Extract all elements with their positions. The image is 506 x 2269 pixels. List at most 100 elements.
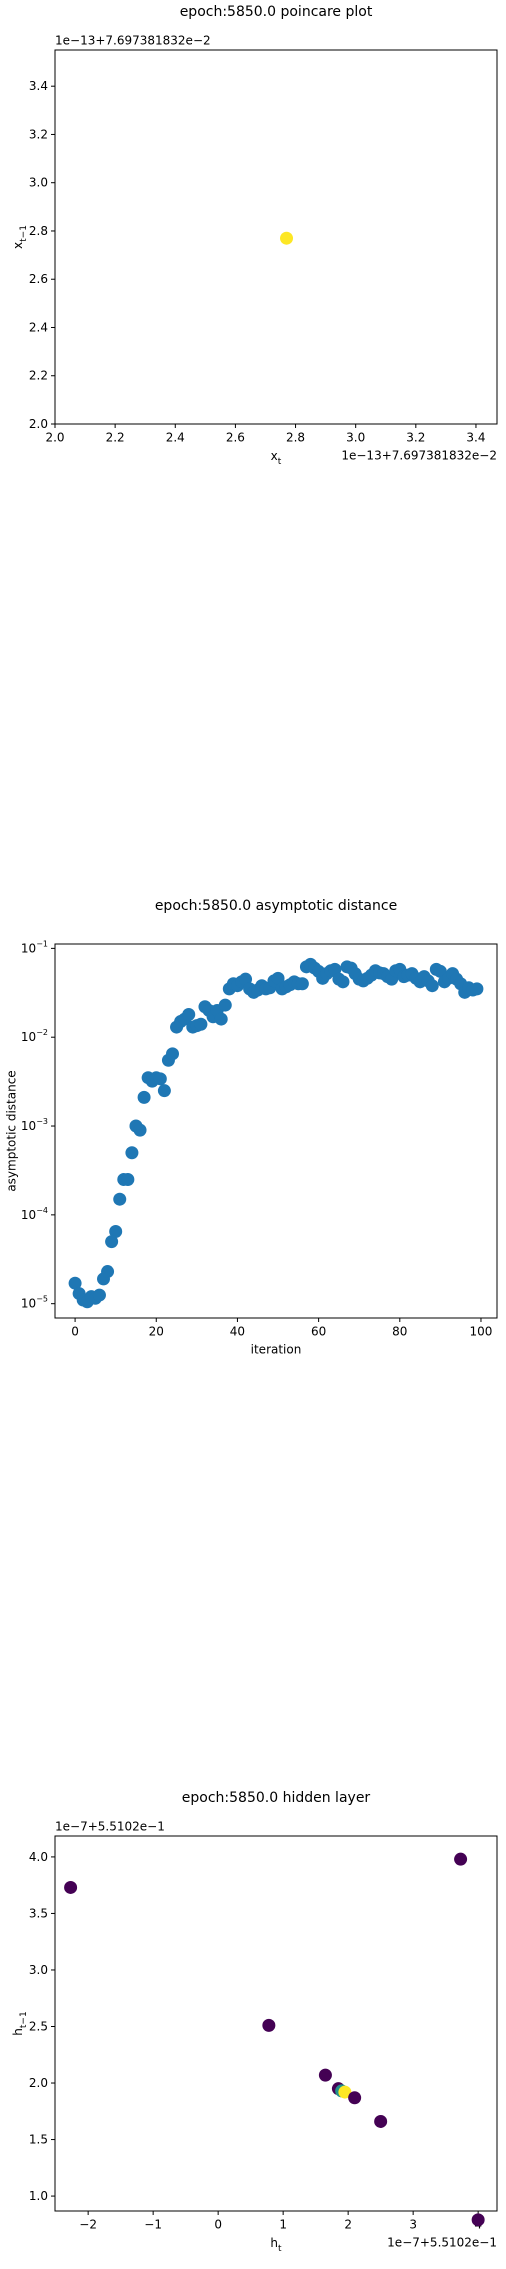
y-axis-label-sub: t−1 <box>19 2011 29 2028</box>
plot-frame <box>54 1835 498 2212</box>
point <box>105 1235 119 1249</box>
y-tick-base: 2.8 <box>29 223 48 237</box>
y-tick-label: 10−4 <box>21 1206 48 1222</box>
y-tick-exp: −3 <box>36 1117 48 1126</box>
y-tick-label: 2.6 <box>29 272 48 286</box>
x-tick-label: 100 <box>470 1325 493 1339</box>
x-tick-label: 0 <box>71 1325 79 1339</box>
x-tick-label: 2.6 <box>226 431 245 445</box>
y-axis-label: ht−1 <box>11 2011 29 2035</box>
point <box>295 977 309 991</box>
x-tick-label: 40 <box>230 1325 245 1339</box>
x-tick-label: 2.4 <box>166 431 185 445</box>
y-tick-base: 1.0 <box>29 2189 48 2203</box>
y-tick-base: 2.5 <box>29 2019 48 2033</box>
y-offset: 1e−7+5.5102e−1 <box>55 1820 165 1834</box>
y-tick-base: 10 <box>21 1207 36 1221</box>
x-axis-label: ht <box>270 2236 282 2254</box>
point <box>348 2091 362 2105</box>
y-tick-label: 10−1 <box>21 939 48 955</box>
y-axis-label-base: h <box>11 2028 25 2036</box>
point <box>166 1047 180 1061</box>
x-tick-label: 2.0 <box>45 431 64 445</box>
point <box>374 2114 388 2128</box>
x-tick-label: 0 <box>214 2218 222 2232</box>
y-tick-exp: −1 <box>36 939 48 948</box>
x-tick-label: 2 <box>344 2218 352 2232</box>
y-tick-label: 10−2 <box>21 1028 48 1044</box>
y-axis-label: asymptotic distance <box>5 1070 19 1191</box>
y-tick-exp: −5 <box>36 1295 48 1304</box>
point <box>218 998 232 1012</box>
point <box>318 2068 332 2082</box>
x-axis-label-sub: t <box>278 2244 282 2254</box>
y-tick-label: 3.4 <box>29 79 48 93</box>
y-tick-base: 3.0 <box>29 1962 48 1976</box>
y-tick-base: 2.2 <box>29 368 48 382</box>
y-tick-label: 3.0 <box>29 1962 48 1976</box>
y-tick-label: 1.0 <box>29 2189 48 2203</box>
x-tick-label: 20 <box>149 1325 164 1339</box>
x-axis-label-base: x <box>271 449 278 463</box>
point <box>194 1017 208 1031</box>
y-tick-exp: −4 <box>36 1206 48 1215</box>
y-tick-base: 4.0 <box>29 1849 48 1863</box>
y-tick-label: 3.5 <box>29 1906 48 1920</box>
point <box>133 1123 147 1137</box>
plot-frame <box>54 49 498 425</box>
point <box>157 1084 171 1098</box>
x-axis-label: xt <box>271 449 282 467</box>
x-tick-label: 3.2 <box>406 431 425 445</box>
point <box>121 1173 135 1187</box>
y-tick-base: 3.4 <box>29 79 48 93</box>
point <box>470 982 484 996</box>
y-tick-label: 2.0 <box>29 2076 48 2090</box>
point <box>425 979 439 993</box>
x-tick-label: 60 <box>311 1325 326 1339</box>
y-tick-base: 10 <box>21 1030 36 1044</box>
point <box>182 1008 196 1022</box>
y-tick-label: 2.5 <box>29 2019 48 2033</box>
y-tick-label: 1.5 <box>29 2132 48 2146</box>
y-tick-label: 2.2 <box>29 368 48 382</box>
point <box>280 231 294 245</box>
x-tick-label: −1 <box>144 2218 162 2232</box>
x-tick-label: 2.2 <box>106 431 125 445</box>
y-tick-label: 3.2 <box>29 127 48 141</box>
point <box>68 1276 82 1290</box>
y-tick-base: 2.4 <box>29 320 48 334</box>
point <box>64 1880 78 1894</box>
point <box>214 1012 228 1026</box>
point <box>113 1192 127 1206</box>
point <box>471 2213 485 2227</box>
point <box>338 2085 352 2099</box>
point <box>271 971 285 985</box>
point <box>109 1224 123 1238</box>
y-tick-base: 10 <box>21 1119 36 1133</box>
y-tick-base: 1.5 <box>29 2132 48 2146</box>
chart-title: epoch:5850.0 poincare plot <box>180 4 373 20</box>
y-axis-label-base: x <box>11 242 25 249</box>
point <box>336 975 350 989</box>
point <box>454 1852 468 1866</box>
plot-frame <box>54 943 498 1319</box>
chart-title: epoch:5850.0 hidden layer <box>182 1790 371 1806</box>
point <box>153 1072 167 1086</box>
y-tick-label: 10−3 <box>21 1117 48 1133</box>
y-axis-label-sub: t−1 <box>19 225 29 242</box>
point <box>328 962 342 976</box>
x-tick-label: 80 <box>392 1325 407 1339</box>
y-tick-label: 4.0 <box>29 1849 48 1863</box>
point <box>125 1146 139 1160</box>
x-tick-label: 3 <box>409 2218 417 2232</box>
y-tick-base: 3.5 <box>29 1906 48 1920</box>
y-tick-label: 2.8 <box>29 223 48 237</box>
y-tick-base: 3.2 <box>29 127 48 141</box>
x-axis-label-base: h <box>270 2236 278 2250</box>
x-offset: 1e−7+5.5102e−1 <box>387 2236 497 2250</box>
y-tick-base: 2.0 <box>29 2076 48 2090</box>
y-tick-label: 2.0 <box>29 417 48 431</box>
x-tick-label: 3.4 <box>466 431 485 445</box>
y-tick-exp: −2 <box>36 1028 48 1037</box>
point <box>262 2018 276 2032</box>
